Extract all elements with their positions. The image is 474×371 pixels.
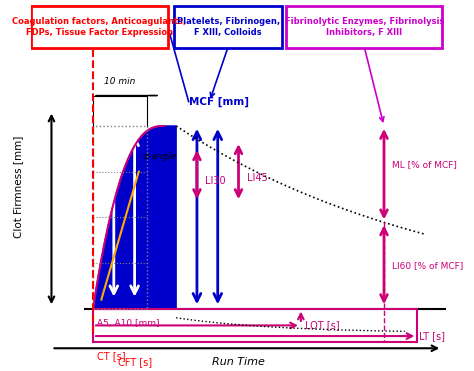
Text: CFT [s]: CFT [s] (118, 357, 152, 367)
Text: LI60 [% of MCF]: LI60 [% of MCF] (392, 261, 464, 270)
Text: LT [s]: LT [s] (419, 331, 445, 341)
Text: LI30: LI30 (205, 176, 226, 186)
Text: Clot Firmness [mm]: Clot Firmness [mm] (13, 136, 23, 238)
Bar (93, 126, 147, 309)
Text: MCF [mm]: MCF [mm] (189, 96, 249, 107)
Bar (93, 309, 417, 342)
Text: LOT [s]: LOT [s] (305, 321, 340, 331)
Text: ML [% of MCF]: ML [% of MCF] (392, 161, 457, 170)
FancyBboxPatch shape (286, 6, 442, 48)
Text: LI45: LI45 (247, 173, 267, 183)
Text: Run Time: Run Time (212, 357, 265, 367)
FancyBboxPatch shape (174, 6, 282, 48)
Text: Fibrinolytic Enzymes, Fibrinolysis
Inhibitors, F XIII: Fibrinolytic Enzymes, Fibrinolysis Inhib… (284, 17, 444, 37)
Text: Coagulation factors, Anticoagulants,
FDPs, Tissue Factor Expression: Coagulation factors, Anticoagulants, FDP… (12, 17, 186, 37)
Text: A5, A10 [mm]: A5, A10 [mm] (97, 319, 160, 328)
Text: α-angle: α-angle (143, 152, 177, 161)
Polygon shape (93, 126, 176, 309)
Text: 10 min: 10 min (104, 78, 136, 86)
FancyBboxPatch shape (31, 6, 168, 48)
Text: CT [s]: CT [s] (97, 351, 126, 361)
Text: Platelets, Fibrinogen,
F XIII, Colloids: Platelets, Fibrinogen, F XIII, Colloids (176, 17, 280, 37)
